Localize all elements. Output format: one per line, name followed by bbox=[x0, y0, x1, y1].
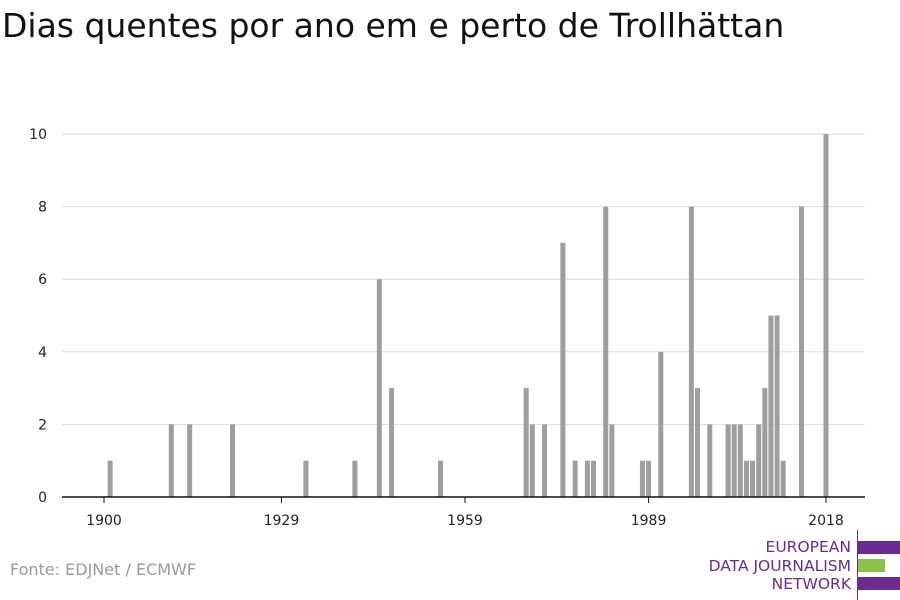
source-note: Fonte: EDJNet / ECMWF bbox=[10, 560, 197, 579]
logo-line-1: EUROPEAN bbox=[765, 538, 851, 556]
bar bbox=[560, 242, 566, 497]
edjnet-logo: EUROPEAN DATA JOURNALISM NETWORK bbox=[700, 530, 900, 600]
bar bbox=[639, 460, 645, 497]
bar bbox=[731, 424, 737, 497]
bar bbox=[590, 460, 596, 497]
bars bbox=[107, 134, 829, 497]
y-tick-label: 4 bbox=[38, 345, 47, 361]
bar bbox=[529, 424, 535, 497]
grid-lines bbox=[62, 133, 865, 425]
bar bbox=[762, 388, 768, 497]
axes: 0 2 4 6 8 10 1900 1929 1959 1989 2018 bbox=[29, 127, 865, 529]
bar bbox=[187, 424, 193, 497]
bar bbox=[609, 424, 615, 497]
bar bbox=[107, 460, 113, 497]
bar bbox=[376, 279, 382, 497]
bar bbox=[603, 206, 609, 497]
bar bbox=[168, 424, 174, 497]
bar bbox=[542, 424, 548, 497]
bar bbox=[389, 388, 395, 497]
bar bbox=[725, 424, 731, 497]
x-tick-label: 1929 bbox=[264, 513, 300, 529]
x-tick-label: 1959 bbox=[447, 513, 483, 529]
logo-bar-purple-top bbox=[858, 541, 900, 554]
bar bbox=[780, 460, 786, 497]
bar bbox=[303, 460, 309, 497]
bar bbox=[774, 315, 780, 497]
logo-line-3: NETWORK bbox=[771, 575, 851, 593]
bar bbox=[756, 424, 762, 497]
bar bbox=[688, 206, 694, 497]
bar bbox=[768, 315, 774, 497]
bar bbox=[438, 460, 444, 497]
bar bbox=[799, 206, 805, 497]
logo-line-2: DATA JOURNALISM bbox=[708, 557, 851, 575]
bar bbox=[658, 351, 664, 497]
bar bbox=[707, 424, 713, 497]
x-tick-label: 2018 bbox=[808, 513, 844, 529]
logo-divider bbox=[857, 530, 858, 600]
bar bbox=[737, 424, 743, 497]
bar bbox=[523, 388, 529, 497]
bar bbox=[572, 460, 578, 497]
y-tick-label: 8 bbox=[38, 200, 47, 216]
chart-title: Dias quentes por ano em e perto de Troll… bbox=[2, 6, 785, 45]
y-tick-label: 10 bbox=[29, 127, 47, 143]
logo-bar-green bbox=[858, 559, 885, 572]
bar bbox=[823, 134, 829, 497]
bar bbox=[584, 460, 590, 497]
bar bbox=[695, 388, 701, 497]
y-tick-label: 2 bbox=[38, 417, 47, 433]
bar bbox=[229, 424, 235, 497]
y-tick-label: 0 bbox=[38, 490, 47, 506]
logo-bar-purple-bottom bbox=[858, 577, 900, 590]
bar bbox=[750, 460, 756, 497]
x-tick-label: 1900 bbox=[86, 513, 122, 529]
bar bbox=[352, 460, 358, 497]
y-tick-label: 6 bbox=[38, 272, 47, 288]
x-tick-label: 1989 bbox=[631, 513, 667, 529]
bar bbox=[646, 460, 652, 497]
bar bbox=[743, 460, 749, 497]
